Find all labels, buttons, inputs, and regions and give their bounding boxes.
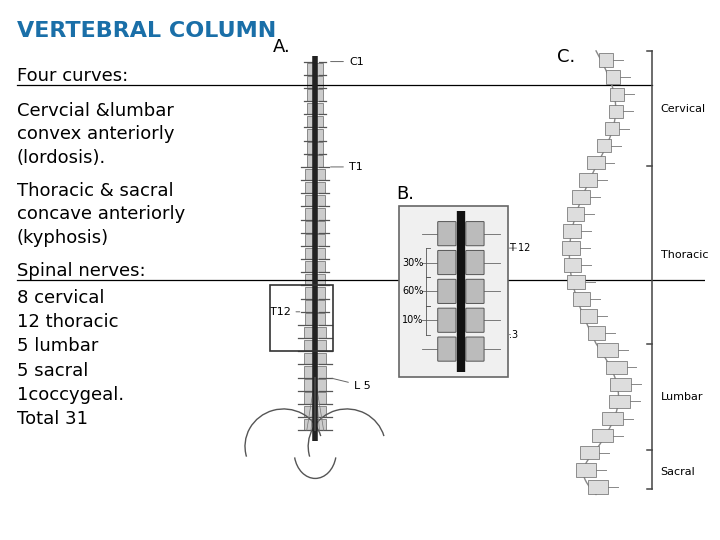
Bar [588, 326, 606, 340]
Bar [592, 429, 613, 442]
Bar [304, 406, 326, 417]
Bar [564, 258, 581, 272]
Bar [305, 261, 325, 272]
FancyBboxPatch shape [438, 337, 456, 361]
Text: Thoracic: Thoracic [661, 250, 708, 260]
Bar [587, 156, 605, 170]
Bar [304, 353, 326, 365]
FancyBboxPatch shape [438, 279, 456, 303]
Bar [564, 224, 581, 238]
Bar [307, 156, 323, 167]
Bar [606, 361, 626, 374]
Bar [304, 366, 326, 377]
Bar [307, 103, 323, 114]
Text: Sacral: Sacral [661, 467, 696, 477]
Bar [304, 393, 326, 404]
Bar [602, 411, 624, 426]
Bar [580, 173, 597, 186]
Bar [269, 286, 333, 352]
Bar [304, 327, 326, 338]
Bar [305, 247, 325, 259]
Bar [562, 241, 580, 255]
Bar [304, 340, 326, 352]
Text: B.: B. [396, 185, 414, 203]
Bar [573, 292, 590, 306]
Text: T1: T1 [330, 162, 363, 172]
Text: A.: A. [273, 37, 291, 56]
Bar [304, 418, 326, 430]
Text: 10%: 10% [402, 315, 423, 325]
FancyBboxPatch shape [466, 308, 484, 332]
Text: Lumbar: Lumbar [661, 392, 703, 402]
FancyBboxPatch shape [466, 337, 484, 361]
Text: Thoracic & sacral
concave anteriorly
(kyphosis): Thoracic & sacral concave anteriorly (ky… [17, 182, 185, 247]
Bar [307, 76, 323, 88]
Bar [606, 71, 620, 84]
FancyBboxPatch shape [438, 308, 456, 332]
Bar [572, 190, 590, 204]
Bar [307, 116, 323, 127]
Bar [305, 313, 325, 325]
Text: Spinal nerves:: Spinal nerves: [17, 262, 145, 280]
Text: 30%: 30% [402, 258, 423, 267]
Text: 8 cervical
12 thoracic
5 lumbar
5 sacral
1coccygeal.
Total 31: 8 cervical 12 thoracic 5 lumbar 5 sacral… [17, 289, 124, 428]
Text: C1: C1 [330, 57, 364, 66]
Bar [305, 234, 325, 246]
Bar [305, 300, 325, 312]
Bar [597, 139, 611, 152]
Text: C.: C. [557, 48, 576, 66]
Text: T12: T12 [269, 307, 300, 317]
Text: Cervical: Cervical [661, 104, 706, 113]
Bar [307, 142, 323, 154]
Bar [305, 195, 325, 206]
Bar [567, 275, 585, 289]
Text: L 5: L 5 [332, 379, 371, 390]
Bar [305, 287, 325, 299]
Bar [307, 129, 323, 140]
Bar [305, 168, 325, 180]
Bar [400, 206, 508, 377]
Text: .3: .3 [508, 329, 518, 340]
Bar [305, 208, 325, 220]
Bar [307, 90, 323, 101]
FancyBboxPatch shape [438, 221, 456, 246]
FancyBboxPatch shape [466, 221, 484, 246]
Bar [597, 343, 618, 357]
Bar [580, 309, 598, 323]
Bar [567, 207, 585, 221]
Text: VERTEBRAL COLUMN: VERTEBRAL COLUMN [17, 22, 276, 42]
Bar [580, 446, 600, 460]
Text: T 12: T 12 [508, 243, 530, 253]
FancyBboxPatch shape [466, 251, 484, 275]
Text: Cervcial &lumbar
convex anteriorly
(lordosis).: Cervcial &lumbar convex anteriorly (lord… [17, 102, 174, 167]
Bar [610, 377, 631, 392]
Bar [577, 463, 596, 477]
FancyBboxPatch shape [466, 279, 484, 303]
Bar [305, 274, 325, 286]
Text: 60%: 60% [402, 286, 423, 296]
Bar [305, 181, 325, 193]
Bar [599, 53, 613, 67]
Bar [608, 395, 630, 408]
Bar [610, 87, 624, 101]
Text: Four curves:: Four curves: [17, 67, 128, 85]
Bar [609, 105, 624, 118]
Bar [305, 221, 325, 233]
FancyBboxPatch shape [438, 251, 456, 275]
Bar [588, 480, 608, 494]
Bar [307, 63, 323, 75]
Bar [605, 122, 618, 136]
Bar [304, 379, 326, 391]
